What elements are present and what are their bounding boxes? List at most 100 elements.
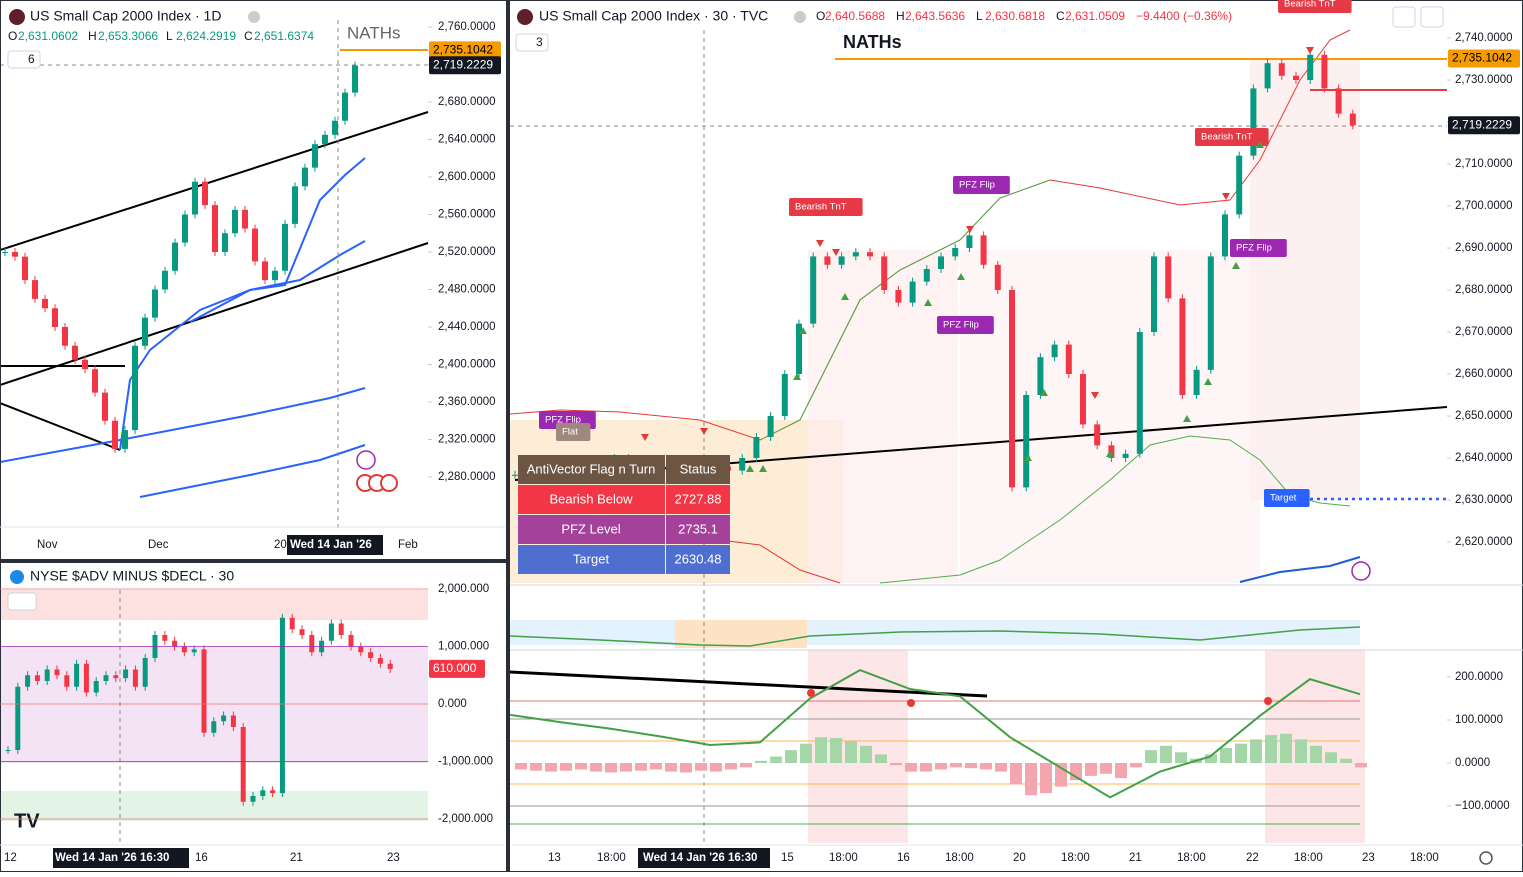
price-tag-bg: [429, 41, 501, 60]
candle: [1207, 256, 1214, 370]
signal-label-bg: [1264, 489, 1310, 507]
candle: [2, 252, 8, 253]
histogram-bar: [845, 741, 857, 763]
toolbar-button[interactable]: [1392, 6, 1416, 28]
y-tick-label: 2,680.0000: [438, 96, 496, 108]
x-tick-label: Nov: [37, 539, 58, 551]
ohlc: 2,643.5636: [905, 9, 965, 23]
candle: [377, 658, 383, 664]
candle: [1122, 453, 1129, 458]
histogram-bar: [1010, 763, 1022, 785]
candle: [302, 167, 308, 187]
candle: [279, 617, 285, 794]
candle: [1293, 75, 1299, 80]
candle: [230, 715, 236, 727]
candle: [240, 727, 246, 802]
last-value-tag-bg: [429, 659, 485, 678]
candle: [232, 209, 238, 234]
histogram-bar: [545, 763, 557, 772]
ma-line: [1239, 556, 1361, 583]
candle: [22, 256, 28, 281]
candle: [132, 345, 138, 431]
ohlc: C: [244, 29, 253, 43]
annotation: NATHs: [843, 32, 902, 52]
histogram-bar: [815, 737, 827, 763]
table-text: PFZ Level: [561, 521, 620, 536]
x-tick-label: 23: [1362, 852, 1375, 864]
x-tick-label: 18:00: [597, 852, 626, 864]
y-tick-label: 2,660.0000: [1455, 368, 1513, 380]
y-tick-label: 2,640.0000: [438, 134, 496, 146]
buy-marker: [1024, 454, 1032, 461]
table-text: 2630.48: [675, 551, 722, 566]
candle: [1278, 63, 1285, 76]
table-cell: [666, 455, 730, 484]
candle: [1065, 344, 1072, 374]
x-tick-label: 22: [1246, 852, 1259, 864]
y-tick-label: 2,650.0000: [1455, 410, 1513, 422]
settings-icon[interactable]: [1479, 851, 1493, 865]
histogram-bar: [830, 738, 842, 763]
table-text: AntiVector Flag n Turn: [527, 461, 656, 476]
candle: [64, 675, 70, 687]
cross-dot: [1264, 697, 1272, 705]
ohlc: H: [896, 9, 905, 23]
osc-line: [509, 669, 1361, 799]
x-tick-label: 13: [548, 852, 561, 864]
buy-marker: [759, 465, 767, 472]
y-tick-label: 2,520.0000: [438, 246, 496, 258]
zone: [0, 647, 428, 763]
candle: [25, 675, 31, 687]
y-tick-label: 2,630.0000: [1455, 494, 1513, 506]
candle: [1136, 332, 1143, 454]
y-tick-label: 2,620.0000: [1455, 536, 1513, 548]
ohlc: H: [88, 29, 97, 43]
candle: [212, 205, 218, 252]
candle: [348, 635, 354, 647]
x-tick-label: Wed 14 Jan '26 16:30: [643, 852, 757, 864]
table-cell: [518, 545, 665, 574]
histogram-bar: [935, 763, 947, 770]
signal-label-bg: [556, 423, 591, 441]
signal-label-bg: [789, 198, 863, 216]
menu-icon: [248, 11, 260, 23]
histogram-bar: [1220, 747, 1232, 763]
cross-dot: [807, 689, 815, 697]
candle: [867, 252, 873, 257]
y-tick-label: 2,640.0000: [1455, 452, 1513, 464]
candle: [1264, 63, 1271, 89]
channel-top: [0, 111, 429, 251]
candle: [1307, 54, 1314, 80]
buy-marker: [746, 465, 754, 472]
candle: [1037, 357, 1044, 395]
candle: [796, 323, 802, 374]
buy-marker: [799, 327, 807, 334]
crosshair-label-bg: [53, 848, 189, 868]
candle: [852, 252, 859, 257]
zone: [675, 620, 807, 648]
menu-icon: [794, 11, 806, 23]
candle: [113, 675, 119, 679]
y-tick-label: 2,740.0000: [1455, 32, 1513, 44]
histogram-bar: [1355, 763, 1367, 768]
candle: [923, 269, 930, 282]
toolbar-button[interactable]: [1420, 6, 1444, 28]
x-tick-label: 16: [897, 852, 910, 864]
x-tick-label: 16: [195, 852, 208, 864]
histogram-bar: [755, 760, 767, 763]
histogram-bar: [1280, 733, 1292, 763]
ohlc: C: [1056, 9, 1065, 23]
candle: [12, 252, 18, 257]
candle: [252, 228, 258, 262]
candle: [1051, 344, 1058, 358]
flag-icon: [10, 570, 24, 584]
signal-label-bg: [937, 316, 994, 334]
histogram-bar: [590, 763, 602, 772]
zone: [0, 590, 428, 620]
flag-icon: [380, 474, 398, 492]
sell-marker: [1222, 193, 1230, 200]
histogram-bar: [680, 763, 692, 773]
candle: [368, 652, 374, 658]
candle: [881, 256, 888, 290]
